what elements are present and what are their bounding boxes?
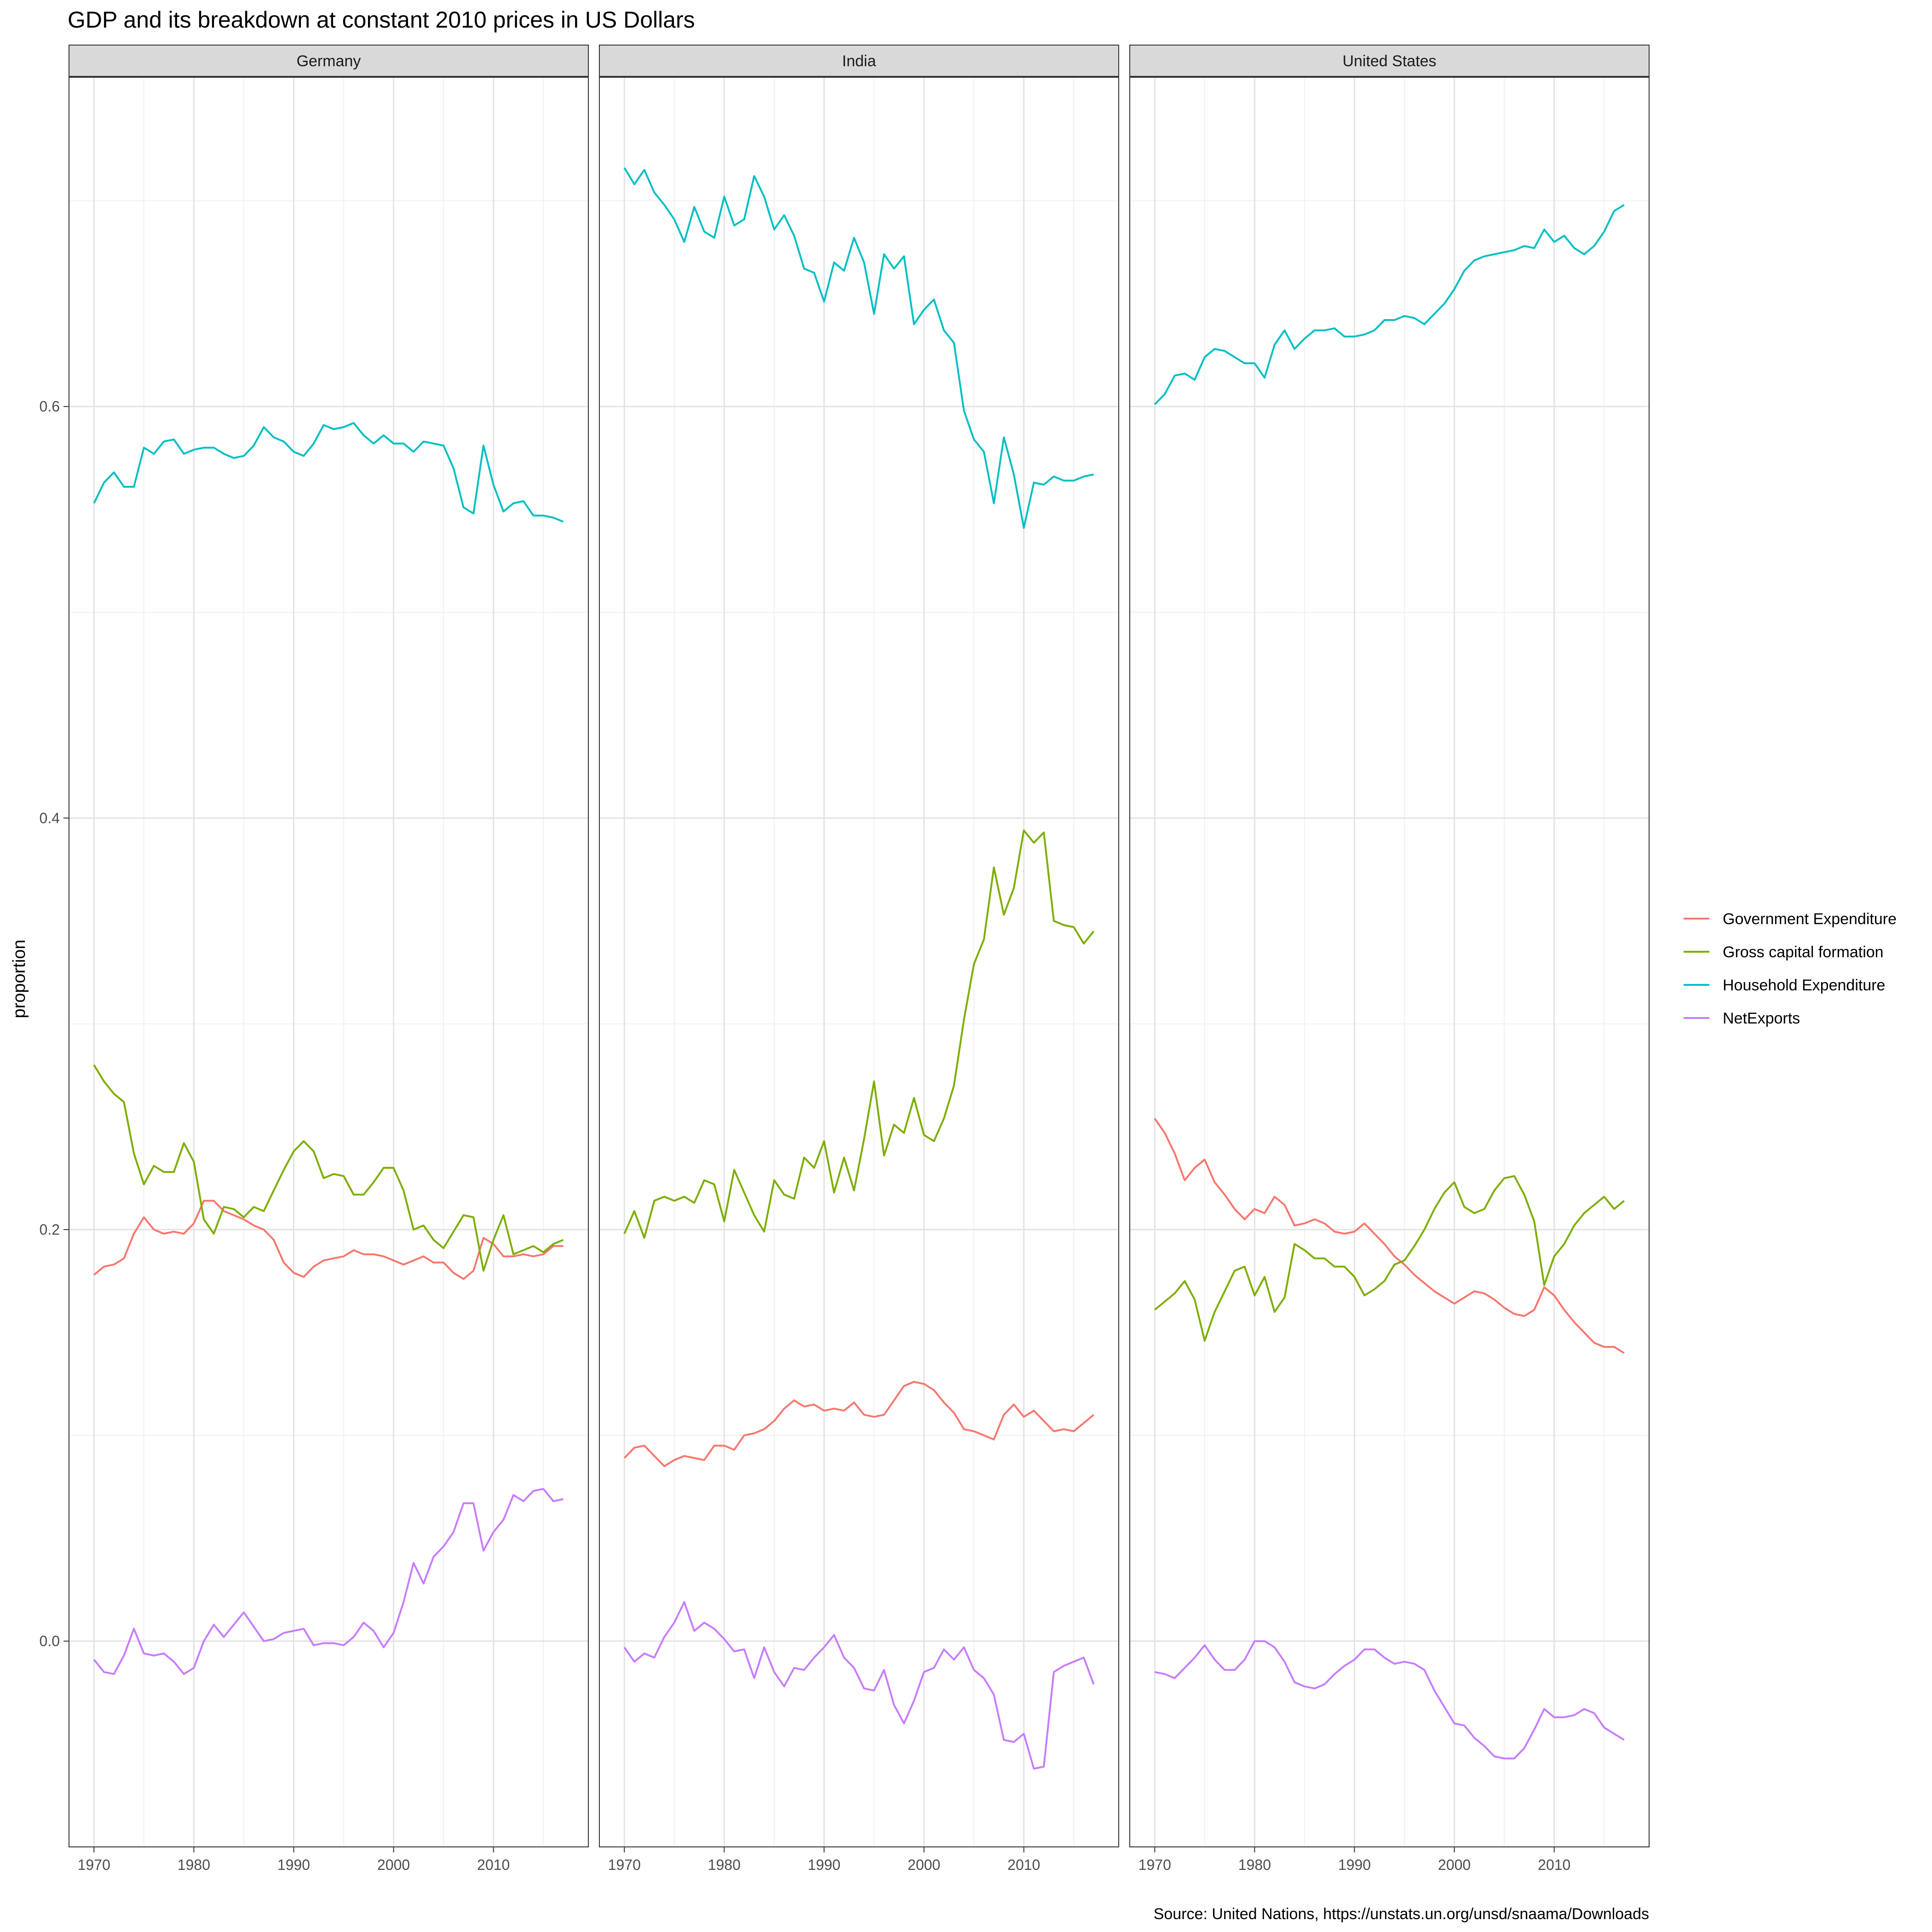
y-tick-label: 0.6 bbox=[40, 398, 60, 415]
x-tick-label: 2010 bbox=[1007, 1857, 1040, 1873]
panel-border bbox=[69, 77, 589, 1847]
x-tick-label: 1980 bbox=[1238, 1857, 1271, 1873]
series-line-household-expenditure bbox=[623, 167, 1094, 529]
facet-panel-india: India 1970 1980 1990 2000 2010 bbox=[599, 45, 1119, 1873]
chart-title: GDP and its breakdown at constant 2010 p… bbox=[68, 7, 695, 33]
y-tick-label: 0.2 bbox=[40, 1221, 60, 1238]
x-tick-label: 1980 bbox=[708, 1857, 741, 1873]
facet-strip bbox=[69, 45, 589, 77]
series-line-household-expenditure bbox=[93, 422, 564, 523]
panel-border bbox=[599, 77, 1119, 1847]
facet-panel-germany: Germany 1970 1980 1990 2000 2010 0.0 0.2 0.4 0.6 bbox=[40, 45, 589, 1873]
legend-label: NetExports bbox=[1723, 1010, 1800, 1027]
facet-strip-label: India bbox=[842, 52, 876, 70]
y-tick-label: 0.0 bbox=[40, 1633, 60, 1650]
facet-strip-label: Germany bbox=[297, 52, 361, 70]
facet-strip-label: United States bbox=[1342, 52, 1436, 70]
facet-panel-united-states: United States 1970 1980 1990 2000 2010 bbox=[1129, 45, 1650, 1873]
series-line-household-expenditure bbox=[1154, 204, 1625, 405]
series-line-netexports bbox=[1154, 1640, 1625, 1760]
legend: Government Expenditure Gross capital form… bbox=[1684, 910, 1897, 1027]
legend-item-household-expenditure: Household Expenditure bbox=[1684, 977, 1885, 994]
legend-item-gross-capital-formation: Gross capital formation bbox=[1684, 943, 1884, 961]
x-tick-label: 2010 bbox=[477, 1857, 510, 1873]
x-tick-label: 1970 bbox=[1138, 1857, 1171, 1873]
x-tick-label: 2000 bbox=[908, 1857, 940, 1873]
legend-item-netexports: NetExports bbox=[1684, 1010, 1800, 1027]
series-line-government-expenditure bbox=[1154, 1118, 1625, 1354]
x-tick-label: 2000 bbox=[1438, 1857, 1471, 1873]
legend-label: Government Expenditure bbox=[1723, 910, 1897, 928]
series-line-gross-capital-formation bbox=[1154, 1175, 1625, 1342]
legend-label: Household Expenditure bbox=[1723, 977, 1885, 994]
facet-strip bbox=[599, 45, 1119, 77]
facet-strip bbox=[1129, 45, 1650, 77]
x-tick-label: 1970 bbox=[608, 1857, 641, 1873]
legend-item-government-expenditure: Government Expenditure bbox=[1684, 910, 1897, 928]
x-tick-label: 2010 bbox=[1538, 1857, 1570, 1873]
series-line-government-expenditure bbox=[623, 1381, 1094, 1467]
x-tick-label: 1980 bbox=[178, 1857, 210, 1873]
x-tick-label: 1990 bbox=[808, 1857, 840, 1873]
x-tick-label: 1990 bbox=[1338, 1857, 1371, 1873]
x-tick-label: 1970 bbox=[78, 1857, 110, 1873]
y-tick-label: 0.4 bbox=[40, 810, 60, 826]
facet-panels: Germany 1970 1980 1990 2000 2010 0.0 0.2 0.4 0.6 I… bbox=[40, 45, 1650, 1873]
series-line-netexports bbox=[623, 1601, 1095, 1770]
source-caption: Source: United Nations, https://unstats.… bbox=[1154, 1905, 1649, 1923]
x-tick-label: 1990 bbox=[277, 1857, 310, 1873]
y-axis-label: proportion bbox=[10, 939, 29, 1018]
series-line-gross-capital-formation bbox=[93, 1064, 564, 1272]
series-line-government-expenditure bbox=[93, 1200, 564, 1280]
series-line-gross-capital-formation bbox=[623, 829, 1095, 1239]
legend-label: Gross capital formation bbox=[1723, 943, 1884, 961]
series-line-netexports bbox=[93, 1488, 564, 1675]
x-tick-label: 2000 bbox=[377, 1857, 410, 1873]
panel-border bbox=[1129, 77, 1650, 1847]
